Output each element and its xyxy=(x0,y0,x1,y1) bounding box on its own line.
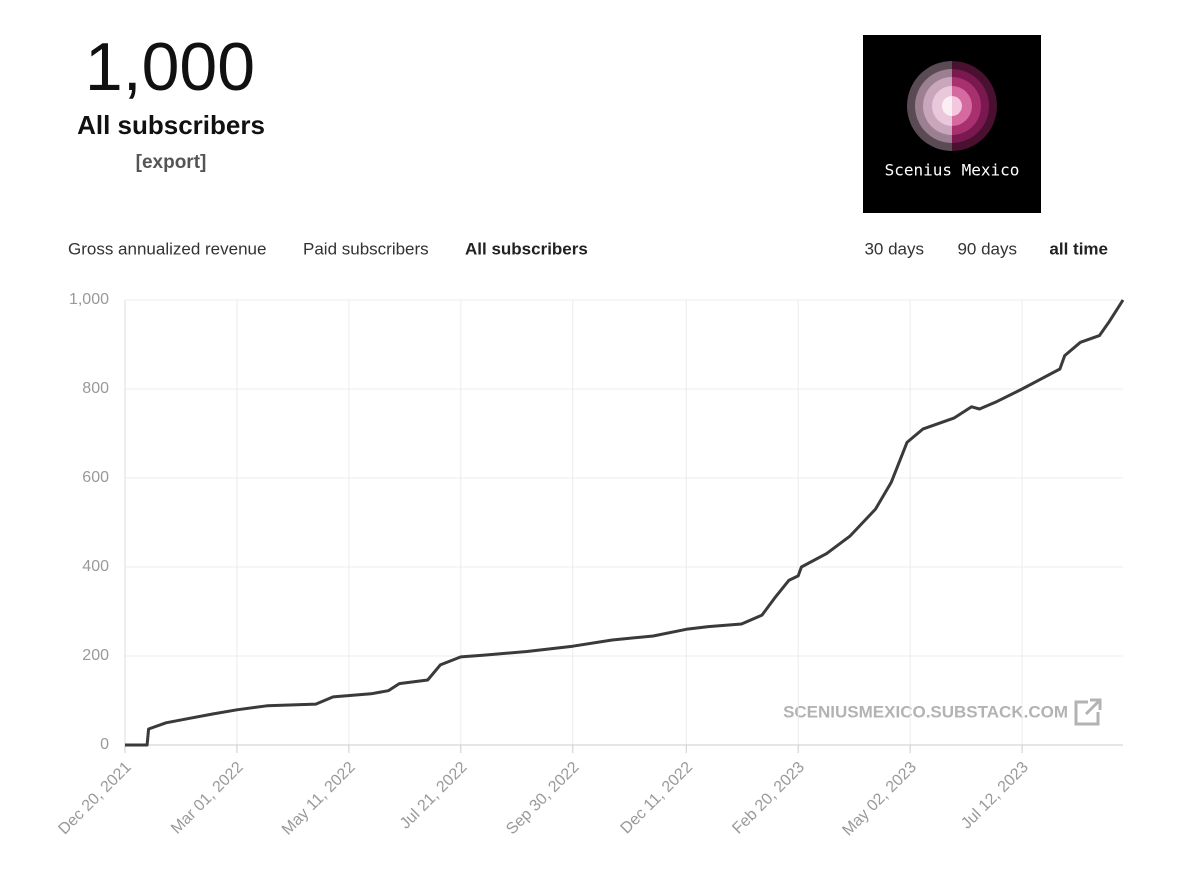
metric-tab[interactable]: Paid subscribers xyxy=(303,239,429,258)
x-tick-label: Dec 11, 2022 xyxy=(618,759,697,838)
metric-tab[interactable]: Gross annualized revenue xyxy=(68,239,266,258)
range-tab[interactable]: all time xyxy=(1049,239,1108,258)
x-tick-label: May 02, 2023 xyxy=(839,759,920,840)
logo-text: Scenius Mexico xyxy=(885,161,1020,180)
y-tick-label: 200 xyxy=(82,647,109,664)
export-link[interactable]: [export] xyxy=(136,152,207,173)
y-tick-label: 800 xyxy=(82,380,109,397)
range-tab[interactable]: 30 days xyxy=(864,239,924,258)
subscriber-count: 1,000 xyxy=(85,29,255,105)
subscriber-line xyxy=(125,299,1125,747)
x-tick-label: Sep 30, 2022 xyxy=(503,759,582,838)
x-tick-label: Jul 12, 2023 xyxy=(958,759,1032,833)
count-label: All subscribers xyxy=(77,110,265,140)
x-tick-label: Feb 20, 2023 xyxy=(729,759,808,838)
x-tick-label: Dec 20, 2021 xyxy=(55,759,134,838)
metric-tab[interactable]: All subscribers xyxy=(465,239,588,258)
external-link-icon[interactable] xyxy=(1074,698,1102,726)
range-tab[interactable]: 90 days xyxy=(957,239,1017,258)
y-tick-label: 600 xyxy=(82,469,109,486)
y-tick-label: 1,000 xyxy=(69,291,109,308)
logo: Scenius Mexico xyxy=(863,35,1041,213)
y-tick-label: 400 xyxy=(82,558,109,575)
x-tick-label: Jul 21, 2022 xyxy=(397,759,471,833)
watermark[interactable]: SCENIUSMEXICO.SUBSTACK.COM xyxy=(783,702,1068,721)
x-tick-label: May 11, 2022 xyxy=(279,759,359,839)
y-tick-label: 0 xyxy=(100,736,109,753)
x-tick-label: Mar 01, 2022 xyxy=(168,759,247,838)
